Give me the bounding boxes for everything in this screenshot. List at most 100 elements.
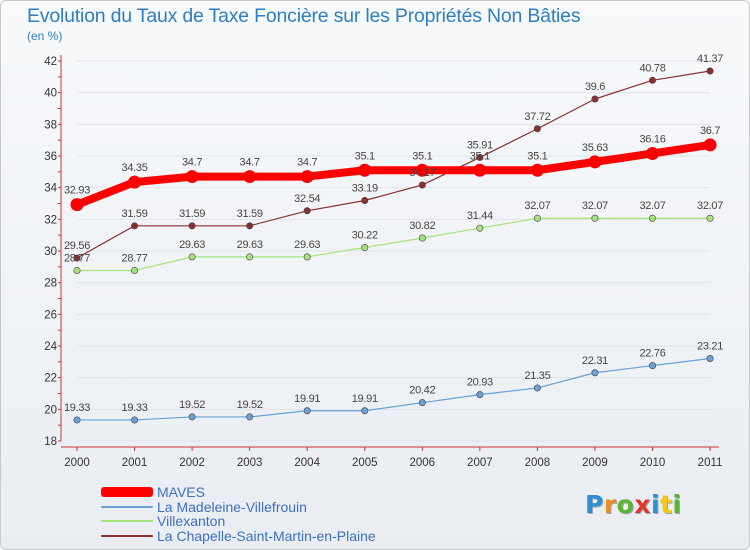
y-tick-label: 36 bbox=[44, 151, 57, 163]
line-chart: 18 20 22 24 26 28 30 32 34 36 38 40 42 2000 2001 2002 20… bbox=[44, 53, 723, 469]
data-point bbox=[300, 170, 314, 184]
x-tick-label: 2008 bbox=[525, 457, 551, 469]
data-label: 31.59 bbox=[122, 208, 148, 220]
series-line bbox=[76, 70, 711, 259]
data-point bbox=[588, 155, 602, 169]
legend-item-maves: MAVES bbox=[101, 485, 376, 500]
data-point bbox=[476, 391, 484, 399]
data-point bbox=[706, 214, 714, 222]
data-point bbox=[530, 163, 544, 177]
y-tick-label: 32 bbox=[44, 214, 57, 226]
legend-label-la-madeleine-villefrouin: La Madeleine-Villefrouin bbox=[157, 498, 307, 515]
data-label: 22.31 bbox=[582, 355, 608, 367]
chart-legend: MAVES La Madeleine-Villefrouin Villexant… bbox=[101, 485, 376, 543]
data-point bbox=[591, 369, 599, 377]
data-label: 34.35 bbox=[122, 162, 148, 174]
data-point bbox=[128, 175, 142, 189]
data-point bbox=[418, 399, 426, 407]
data-point bbox=[706, 355, 714, 363]
chart-title: Evolution du Taux de Taxe Foncière sur l… bbox=[27, 5, 581, 27]
data-label: 32.07 bbox=[582, 200, 608, 212]
logo-letter: r bbox=[603, 490, 617, 519]
data-label: 22.76 bbox=[639, 348, 665, 360]
x-tick-label: 2010 bbox=[640, 457, 666, 469]
data-label: 28.77 bbox=[122, 252, 148, 264]
legend-swatch-la-chapelle-saint-martin-en-plaine bbox=[101, 534, 153, 537]
unit-label: (en %) bbox=[27, 29, 63, 43]
series-line bbox=[76, 217, 711, 272]
data-point bbox=[591, 95, 599, 103]
data-point bbox=[303, 207, 311, 215]
data-point bbox=[246, 413, 254, 421]
y-tick-label: 20 bbox=[44, 404, 57, 416]
legend-label-la-chapelle-saint-martin-en-plaine: La Chapelle-Saint-Martin-en-Plaine bbox=[157, 527, 376, 544]
data-label: 35.91 bbox=[467, 139, 493, 151]
data-point bbox=[73, 254, 81, 262]
data-point bbox=[648, 214, 656, 222]
data-point bbox=[243, 170, 257, 184]
legend-swatch-villexanton bbox=[101, 520, 153, 523]
y-tick-label: 40 bbox=[44, 88, 57, 100]
data-point bbox=[591, 214, 599, 222]
x-tick-label: 2001 bbox=[122, 457, 148, 469]
data-point bbox=[131, 222, 139, 230]
data-label: 39.6 bbox=[585, 81, 605, 93]
data-label: 35.63 bbox=[582, 142, 608, 154]
logo-letter: P bbox=[585, 490, 604, 519]
legend-item-villexanton: Villexanton bbox=[101, 514, 376, 529]
logo-letter: t bbox=[660, 490, 673, 519]
x-tick-label: 2007 bbox=[467, 457, 493, 469]
data-label: 31.59 bbox=[237, 208, 263, 220]
data-point bbox=[185, 170, 199, 184]
data-label: 35.1 bbox=[355, 150, 375, 162]
data-label: 23.21 bbox=[697, 341, 723, 353]
data-label: 30.22 bbox=[352, 230, 378, 242]
data-label: 31.44 bbox=[467, 210, 493, 222]
y-tick-label: 24 bbox=[44, 341, 57, 353]
series-line bbox=[73, 140, 715, 209]
data-label: 36.7 bbox=[700, 125, 720, 137]
data-label: 35.1 bbox=[470, 150, 490, 162]
data-point bbox=[246, 222, 254, 230]
data-label: 20.93 bbox=[467, 377, 493, 389]
data-label: 19.91 bbox=[352, 393, 378, 405]
logo-letter: i bbox=[651, 490, 661, 519]
data-point bbox=[418, 181, 426, 189]
data-label: 19.33 bbox=[122, 402, 148, 414]
y-tick-label: 22 bbox=[44, 373, 57, 385]
data-label: 32.93 bbox=[64, 185, 90, 197]
legend-label-villexanton: Villexanton bbox=[157, 513, 226, 530]
data-label: 37.72 bbox=[524, 111, 550, 123]
data-point bbox=[188, 253, 196, 261]
y-tick-label: 42 bbox=[44, 56, 57, 68]
legend-label-maves: MAVES bbox=[157, 484, 205, 501]
x-tick-label: 2009 bbox=[582, 457, 608, 469]
y-tick-label: 38 bbox=[44, 119, 57, 131]
y-tick-label: 30 bbox=[44, 246, 57, 258]
x-tick-label: 2003 bbox=[237, 457, 263, 469]
data-label: 32.54 bbox=[294, 193, 320, 205]
data-label: 19.52 bbox=[237, 399, 263, 411]
x-tick-label: 2004 bbox=[294, 457, 320, 469]
logo-letter: i bbox=[672, 490, 682, 519]
y-tick-label: 26 bbox=[44, 309, 57, 321]
data-label: 32.07 bbox=[524, 200, 550, 212]
x-tick-label: 2011 bbox=[698, 457, 723, 469]
data-point bbox=[358, 163, 372, 177]
data-label: 41.37 bbox=[697, 53, 723, 65]
data-label: 32.07 bbox=[639, 200, 665, 212]
data-point bbox=[131, 266, 139, 274]
data-label: 34.7 bbox=[182, 157, 202, 169]
legend-swatch-maves bbox=[101, 487, 153, 498]
data-label: 20.42 bbox=[409, 385, 435, 397]
data-label: 36.16 bbox=[639, 133, 665, 145]
data-point bbox=[73, 416, 81, 424]
x-tick-label: 2000 bbox=[64, 457, 90, 469]
data-point bbox=[476, 224, 484, 232]
data-label: 35.1 bbox=[527, 150, 547, 162]
series-line bbox=[76, 357, 711, 421]
data-point bbox=[648, 362, 656, 370]
data-point bbox=[533, 125, 541, 133]
data-label: 34.7 bbox=[297, 157, 317, 169]
